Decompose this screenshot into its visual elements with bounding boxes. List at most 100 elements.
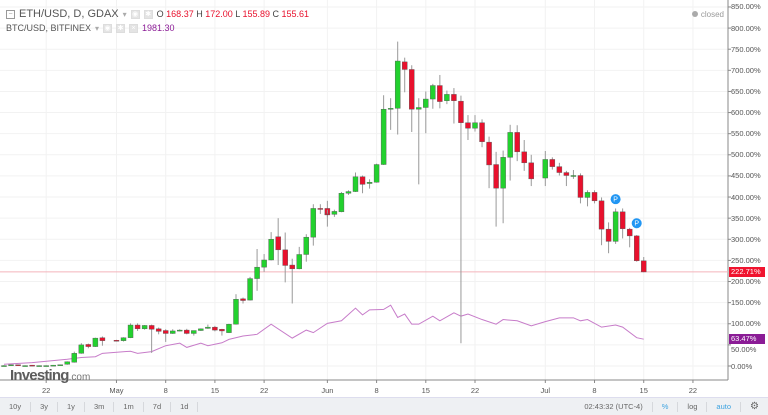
range-button-7d[interactable]: 7d — [144, 401, 172, 412]
candle — [92, 337, 99, 347]
candle-body-down — [451, 94, 457, 101]
symbol-title[interactable]: ETH/USD, D, GDAX — [19, 8, 119, 20]
candle-body-up — [71, 353, 78, 363]
candle-body-up — [542, 159, 549, 179]
x-tick-label: 22 — [688, 386, 698, 395]
range-button-1d[interactable]: 1d — [171, 401, 199, 412]
candle — [584, 190, 591, 207]
candle — [247, 276, 253, 301]
candle — [542, 150, 549, 187]
range-button-3y[interactable]: 3y — [31, 401, 59, 412]
log-scale-toggle[interactable]: log — [678, 401, 708, 412]
candle — [310, 204, 317, 246]
candle-body-up — [261, 259, 267, 268]
candle-body-down — [155, 328, 162, 332]
candle-body-down — [402, 61, 408, 70]
candle-body-up — [170, 330, 176, 334]
candle-body-up — [57, 364, 63, 366]
close-icon[interactable]: × — [129, 24, 139, 33]
y-tick-label: 450.00% — [731, 171, 761, 181]
candle-body-up — [191, 330, 197, 334]
auto-scale-toggle[interactable]: auto — [707, 401, 742, 412]
logo-suffix: .com — [68, 372, 91, 383]
candle-body-down — [134, 324, 141, 330]
candle-body-up — [570, 175, 577, 177]
candle-body-down — [514, 132, 520, 153]
y-tick-label: 150.00% — [731, 298, 761, 308]
candle-body-up — [36, 365, 42, 367]
x-tick-label: May — [109, 386, 124, 395]
candle — [296, 246, 302, 270]
candle-body-down — [493, 164, 499, 189]
candle — [198, 328, 204, 331]
y-tick-label: 650.00% — [731, 86, 761, 96]
range-button-10y[interactable]: 10y — [0, 401, 32, 412]
candle-body-down — [29, 364, 35, 367]
high-label: H — [196, 9, 203, 19]
x-tick-label: 15 — [639, 386, 648, 395]
candle — [605, 222, 612, 254]
chevron-down-icon[interactable]: ▾ — [95, 24, 100, 33]
candle-body-up — [380, 108, 387, 165]
eye-icon[interactable]: ◉ — [103, 24, 113, 33]
gear-icon[interactable]: ✱ — [116, 24, 126, 33]
candle-body-down — [479, 122, 485, 142]
candle-body-up — [303, 236, 309, 255]
candle-body-up — [127, 324, 134, 338]
candle-body-down — [240, 298, 246, 301]
x-tick-label: Jul — [540, 386, 551, 395]
high-value: 172.00 — [205, 9, 233, 19]
range-button-1m[interactable]: 1m — [114, 401, 144, 412]
candle — [155, 327, 162, 335]
close-value: 155.61 — [281, 9, 310, 19]
event-markers[interactable]: PP — [610, 194, 642, 229]
candle — [240, 297, 246, 304]
compare-series-legend: BTC/USD, BITFINEX ▾ ◉ ✱ × 1981.30 — [6, 23, 175, 34]
range-button-3m[interactable]: 3m — [85, 401, 115, 412]
y-tick-label: 350.00% — [731, 213, 761, 223]
x-tick-label: 8 — [163, 386, 168, 395]
candle-body-up — [198, 328, 204, 331]
price-chart[interactable]: PP — [0, 0, 768, 397]
range-button-1y[interactable]: 1y — [58, 401, 85, 412]
candle — [184, 328, 190, 335]
candle-body-up — [472, 122, 478, 129]
settings-gear-icon[interactable]: ⚙ — [750, 400, 759, 412]
eye-icon[interactable]: ◉ — [130, 10, 140, 19]
candle — [619, 208, 626, 239]
candle — [570, 170, 577, 179]
candle — [22, 365, 28, 367]
candle — [331, 209, 338, 217]
candle-body-down — [556, 166, 563, 173]
candle — [465, 115, 471, 141]
percent-scale-toggle[interactable]: % — [653, 401, 679, 412]
candle-body-up — [584, 192, 591, 198]
event-marker[interactable]: P — [631, 218, 642, 229]
chevron-down-icon[interactable]: ▾ — [122, 10, 127, 19]
y-tick-label: 800.00% — [731, 23, 761, 33]
candle-body-up — [22, 365, 28, 367]
candle — [514, 125, 520, 162]
candle — [641, 257, 647, 273]
candle — [352, 172, 359, 192]
close-label: C — [272, 9, 280, 19]
candle — [317, 204, 324, 214]
candle-body-down — [563, 172, 570, 176]
x-tick-label: 15 — [421, 386, 430, 395]
open-value: 168.37 — [166, 9, 194, 19]
y-tick-label: 0.00% — [731, 361, 753, 371]
candle-body-up — [507, 132, 513, 158]
gear-icon[interactable]: ✱ — [143, 10, 153, 19]
candle-body-up — [268, 239, 274, 261]
candle-body-down — [162, 330, 169, 334]
compare-symbol[interactable]: BTC/USD, BITFINEX — [6, 23, 92, 33]
candle-body-up — [64, 361, 70, 365]
candle-body-up — [120, 337, 127, 341]
candle-body-down — [634, 235, 640, 262]
y-tick-label: 200.00% — [731, 277, 761, 287]
event-marker[interactable]: P — [610, 194, 621, 205]
candle-body-down — [85, 344, 92, 347]
collapse-icon[interactable]: − — [6, 10, 15, 19]
candle — [15, 364, 21, 366]
candle-body-down — [317, 208, 324, 210]
